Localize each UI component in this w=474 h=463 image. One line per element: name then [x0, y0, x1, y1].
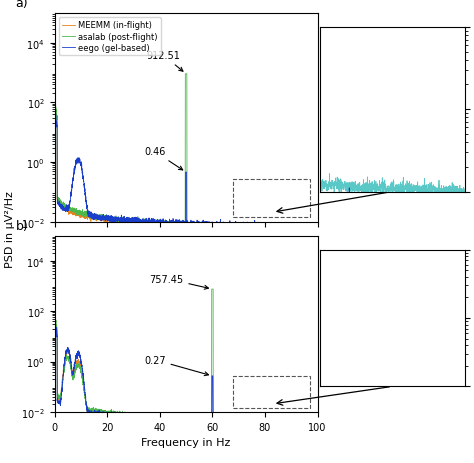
Text: 912.51: 912.51 [146, 51, 183, 72]
asalab (post-flight) [182, 72, 188, 77]
eego (gel-based) [310, 224, 315, 230]
MEEMM (in-flight) [281, 227, 287, 233]
asalab (post-flight) [164, 223, 170, 229]
Text: PSD in μV²/Hz: PSD in μV²/Hz [5, 191, 15, 268]
Bar [233, 375, 310, 408]
Text: b): b) [16, 219, 28, 232]
asalab (post-flight) [153, 218, 158, 224]
MEEMM (in-flight) [98, 216, 103, 222]
asalab (post-flight) [98, 213, 103, 219]
Text: 0.46: 0.46 [144, 147, 182, 170]
asalab (post-flight) [282, 226, 287, 232]
eego (gel-based) [164, 220, 170, 225]
eego (gel-based) [281, 224, 287, 230]
MEEMM (in-flight) [82, 214, 88, 219]
X-axis label: Frequency in Hz: Frequency in Hz [141, 437, 231, 447]
Text: 0.27: 0.27 [144, 355, 209, 376]
MEEMM (in-flight) [153, 224, 158, 229]
Line: MEEMM (in-flight): MEEMM (in-flight) [55, 93, 318, 235]
MEEMM (in-flight) [302, 232, 308, 238]
MEEMM (in-flight) [310, 228, 315, 233]
eego (gel-based) [153, 221, 158, 226]
eego (gel-based) [52, 97, 58, 102]
eego (gel-based) [308, 230, 314, 236]
asalab (post-flight) [52, 84, 58, 89]
eego (gel-based) [315, 225, 320, 231]
asalab (post-flight) [310, 228, 315, 234]
asalab (post-flight) [315, 226, 320, 232]
MEEMM (in-flight) [52, 90, 58, 96]
MEEMM (in-flight) [315, 227, 320, 233]
Bar [233, 179, 310, 218]
Line: eego (gel-based): eego (gel-based) [55, 100, 318, 233]
Legend: MEEMM (in-flight), asalab (post-flight), eego (gel-based): MEEMM (in-flight), asalab (post-flight),… [59, 18, 161, 56]
Text: a): a) [16, 0, 28, 10]
eego (gel-based) [82, 189, 88, 195]
Text: 757.45: 757.45 [149, 274, 209, 289]
asalab (post-flight) [280, 230, 285, 235]
Line: asalab (post-flight): asalab (post-flight) [55, 75, 318, 232]
MEEMM (in-flight) [164, 224, 170, 229]
eego (gel-based) [98, 214, 103, 220]
asalab (post-flight) [82, 214, 88, 219]
